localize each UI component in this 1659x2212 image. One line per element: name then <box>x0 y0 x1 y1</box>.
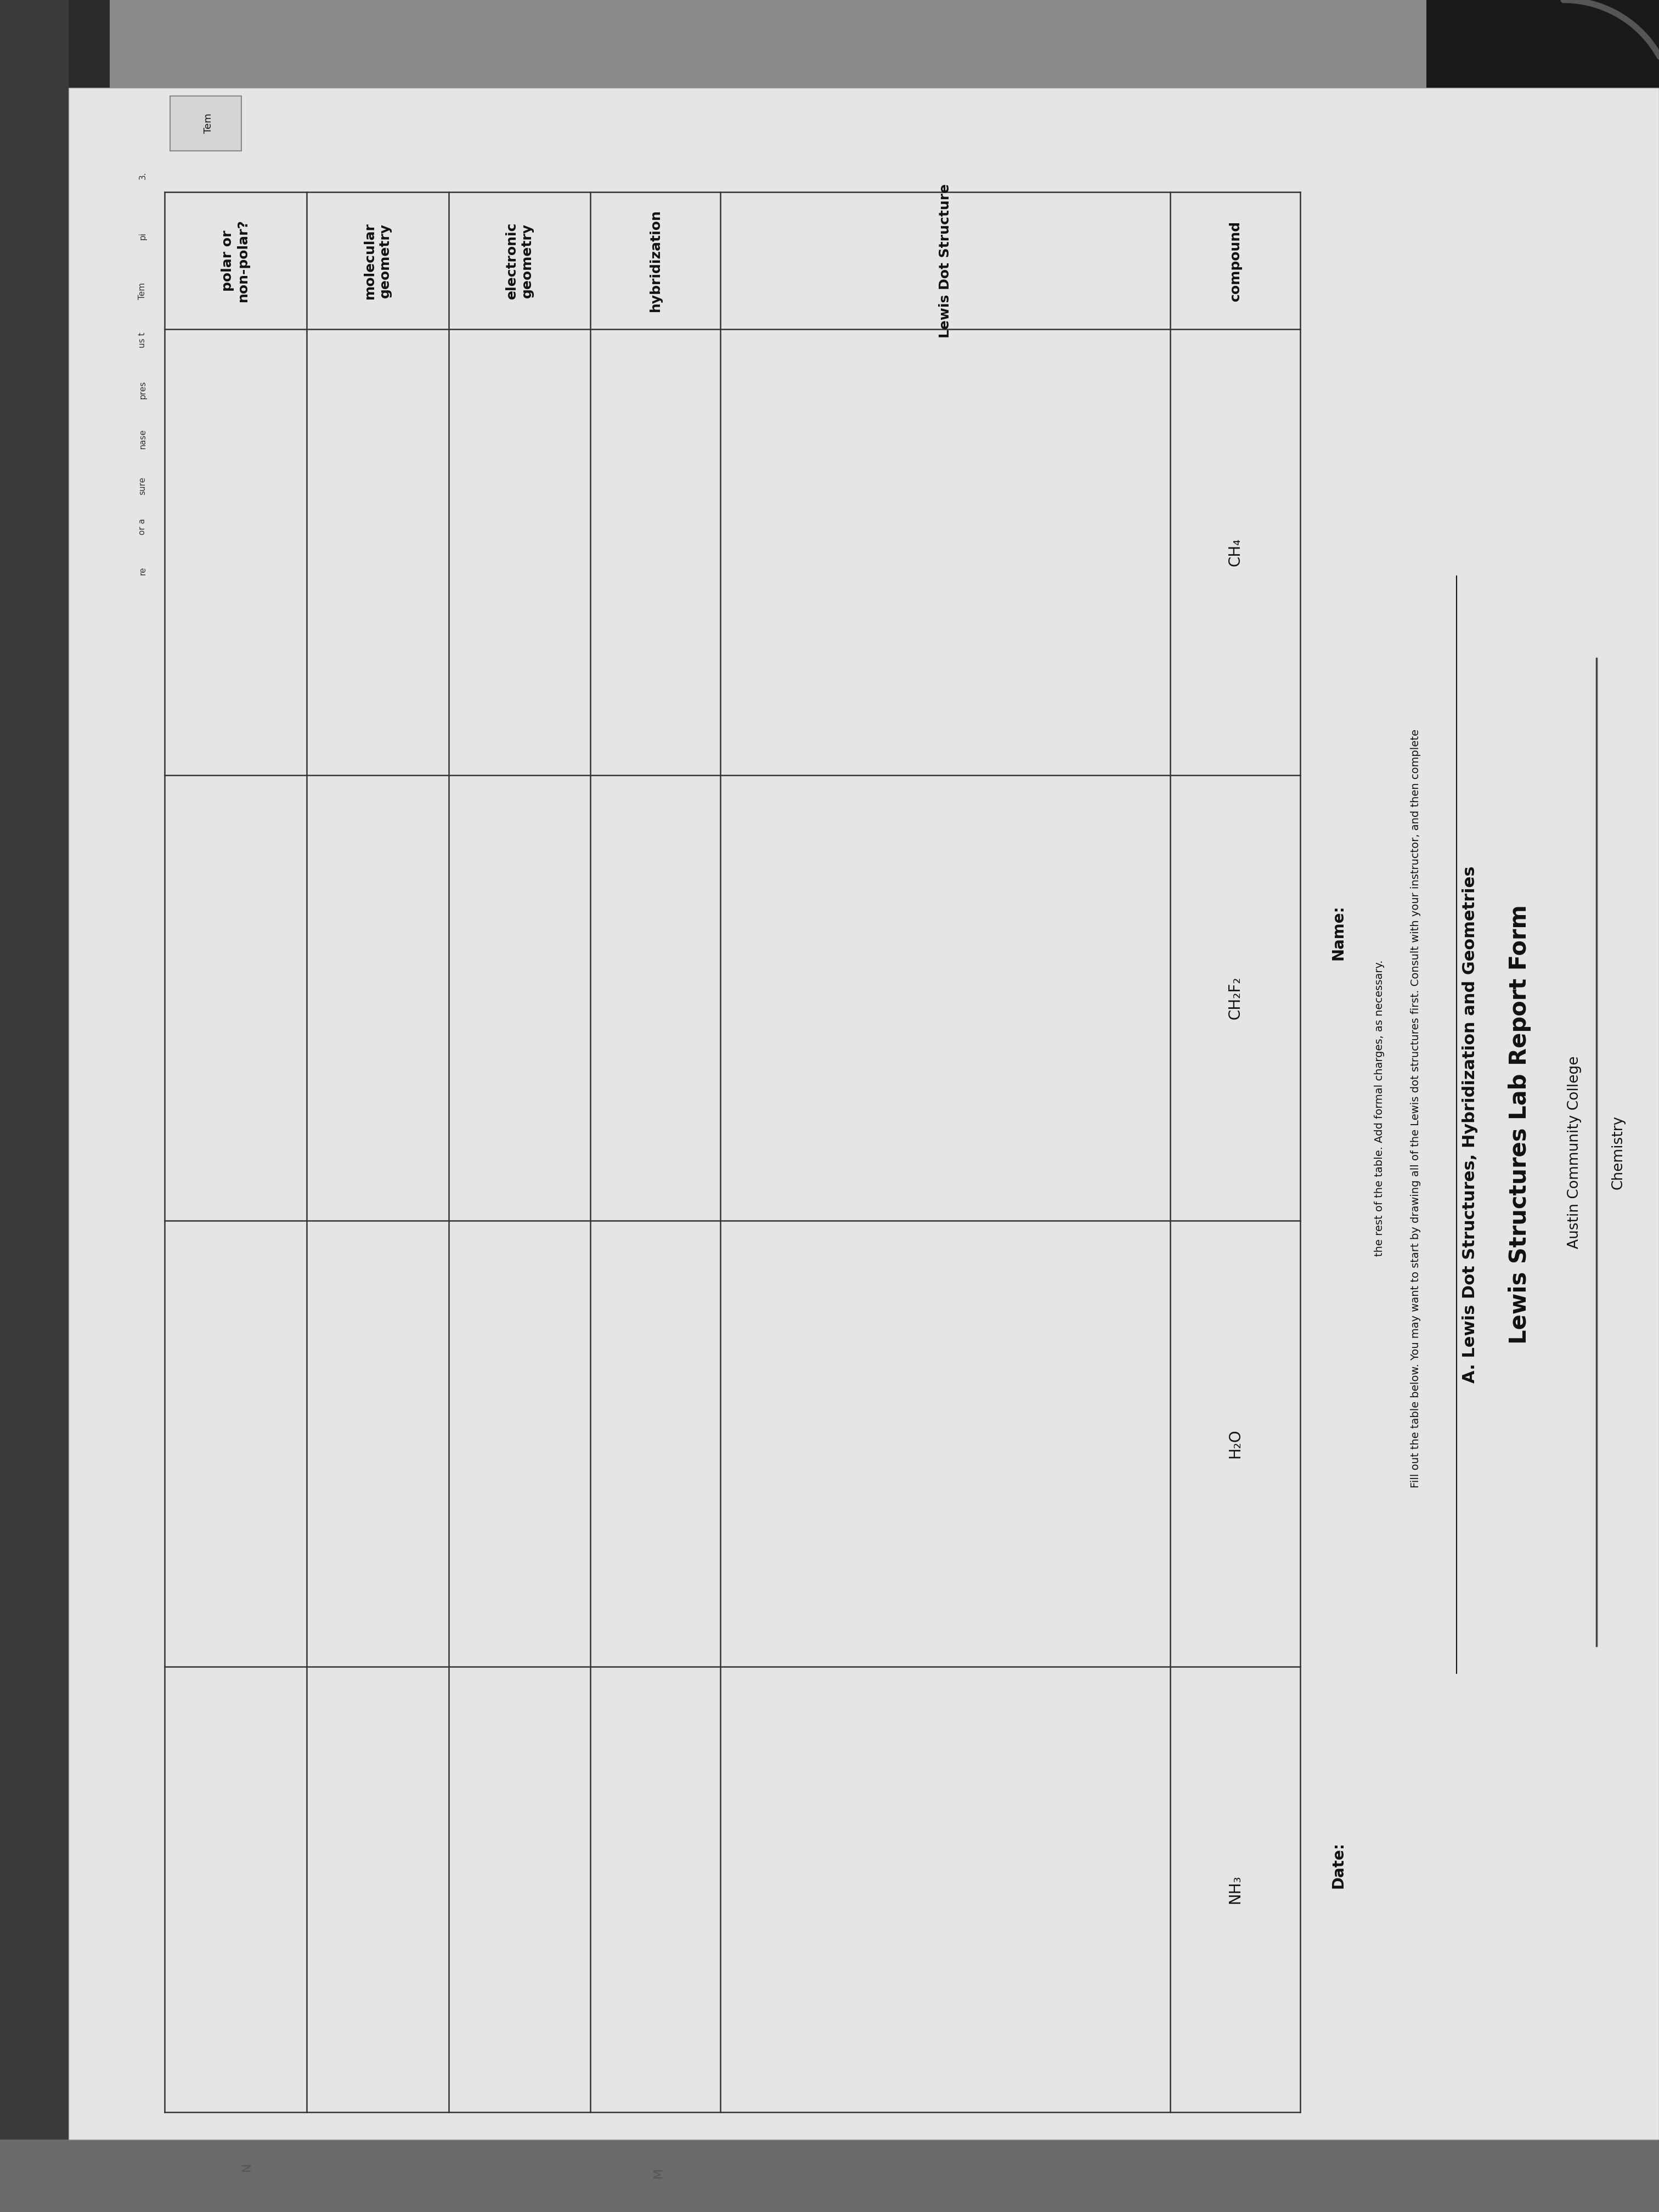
Text: Date:: Date: <box>1331 1843 1347 1889</box>
Text: CH₄: CH₄ <box>1228 538 1243 566</box>
Text: Name:: Name: <box>1331 905 1347 960</box>
Text: molecular
geometry: molecular geometry <box>363 221 392 299</box>
Text: Lewis Structures Lab Report Form: Lewis Structures Lab Report Form <box>1508 905 1531 1345</box>
FancyBboxPatch shape <box>0 0 68 2212</box>
Text: or a: or a <box>138 518 146 535</box>
Bar <box>171 95 242 150</box>
Text: H₂O: H₂O <box>1228 1429 1243 1458</box>
Text: Lewis Dot Structure: Lewis Dot Structure <box>939 184 952 338</box>
Text: M: M <box>654 2168 664 2179</box>
Text: electronic
geometry: electronic geometry <box>506 221 534 299</box>
Text: sure: sure <box>138 476 146 495</box>
Text: compound: compound <box>1229 221 1241 301</box>
Text: Fill out the table below. You may want to start by drawing all of the Lewis dot : Fill out the table below. You may want t… <box>1410 728 1420 1486</box>
Text: us t: us t <box>138 332 146 347</box>
Text: pi: pi <box>138 232 146 239</box>
Text: CH₂F₂: CH₂F₂ <box>1228 975 1243 1020</box>
Text: pres: pres <box>138 380 146 398</box>
FancyBboxPatch shape <box>1427 0 1659 88</box>
Text: Chemistry: Chemistry <box>1611 1115 1626 1190</box>
Text: Austin Community College: Austin Community College <box>1568 1055 1581 1248</box>
Text: A. Lewis Dot Structures, Hybridization and Geometries: A. Lewis Dot Structures, Hybridization a… <box>1462 867 1478 1383</box>
Text: NH₃: NH₃ <box>1228 1876 1243 1905</box>
Text: Tem: Tem <box>204 113 214 133</box>
Text: hybridization: hybridization <box>649 210 662 312</box>
Text: Tem: Tem <box>138 283 146 299</box>
Text: re: re <box>138 566 146 575</box>
FancyBboxPatch shape <box>0 2139 1659 2212</box>
Text: nase: nase <box>138 429 146 449</box>
Text: N: N <box>242 2163 252 2172</box>
Text: polar or
non-polar?: polar or non-polar? <box>221 219 251 303</box>
Text: the rest of the table. Add formal charges, as necessary.: the rest of the table. Add formal charge… <box>1375 960 1385 1256</box>
Text: 3.: 3. <box>138 173 146 179</box>
FancyBboxPatch shape <box>0 0 109 164</box>
